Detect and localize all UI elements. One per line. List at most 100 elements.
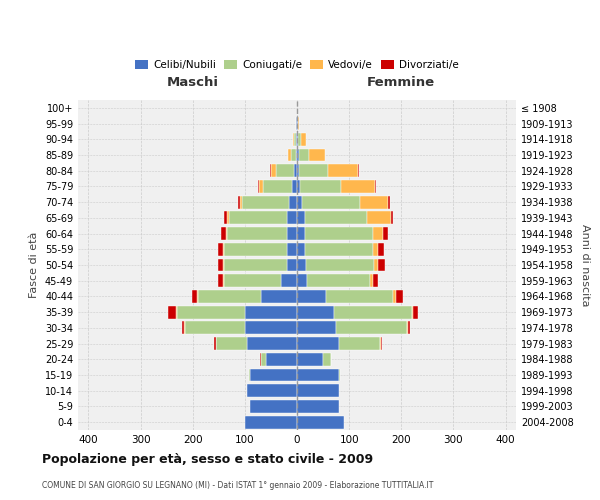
Text: Popolazione per età, sesso e stato civile - 2009: Popolazione per età, sesso e stato civil… [42, 452, 373, 466]
Bar [297, 148, 299, 162]
Bar [375, 180, 376, 193]
Bar [326, 290, 394, 303]
Bar [297, 384, 339, 397]
Bar [298, 117, 299, 130]
Bar [297, 180, 299, 193]
Bar [297, 368, 339, 382]
Bar [298, 133, 301, 145]
Text: COMUNE DI SAN GIORGIO SU LEGNANO (MI) - Dati ISTAT 1° gennaio 2009 - Elaborazion: COMUNE DI SAN GIORGIO SU LEGNANO (MI) - … [42, 480, 433, 490]
Bar [295, 133, 296, 145]
Bar [242, 196, 289, 208]
Bar [258, 180, 259, 193]
Text: Maschi: Maschi [167, 76, 219, 89]
Bar [297, 243, 305, 256]
Bar [287, 212, 297, 224]
Bar [383, 227, 388, 240]
Bar [370, 274, 373, 287]
Bar [341, 180, 375, 193]
Bar [295, 164, 297, 177]
Bar [307, 274, 370, 287]
Bar [297, 258, 307, 272]
Bar [297, 337, 339, 350]
Bar [297, 306, 334, 318]
Bar [185, 322, 245, 334]
Bar [197, 290, 198, 303]
Bar [373, 227, 383, 240]
Bar [379, 258, 385, 272]
Bar [334, 306, 412, 318]
Bar [395, 290, 403, 303]
Bar [276, 164, 295, 177]
Bar [296, 133, 297, 145]
Bar [245, 416, 297, 428]
Bar [238, 196, 239, 208]
Bar [260, 353, 266, 366]
Bar [216, 337, 247, 350]
Bar [323, 353, 331, 366]
Bar [297, 196, 302, 208]
Bar [407, 322, 410, 334]
Bar [297, 400, 339, 413]
Bar [224, 258, 287, 272]
Bar [224, 212, 227, 224]
Bar [301, 133, 306, 145]
Bar [239, 196, 242, 208]
Bar [297, 416, 344, 428]
Bar [223, 243, 224, 256]
Bar [412, 306, 413, 318]
Bar [297, 322, 336, 334]
Bar [297, 133, 298, 145]
Bar [288, 148, 291, 162]
Bar [260, 290, 297, 303]
Bar [293, 133, 295, 145]
Bar [218, 258, 223, 272]
Bar [299, 164, 328, 177]
Bar [307, 258, 374, 272]
Bar [176, 306, 177, 318]
Bar [367, 212, 391, 224]
Bar [198, 290, 260, 303]
Bar [394, 290, 395, 303]
Bar [339, 368, 340, 382]
Bar [223, 258, 224, 272]
Bar [381, 337, 382, 350]
Bar [287, 227, 297, 240]
Bar [309, 148, 325, 162]
Y-axis label: Anni di nascita: Anni di nascita [580, 224, 590, 306]
Bar [305, 227, 373, 240]
Bar [297, 290, 326, 303]
Bar [297, 353, 323, 366]
Bar [391, 212, 394, 224]
Bar [266, 353, 297, 366]
Bar [297, 212, 305, 224]
Bar [336, 322, 407, 334]
Bar [247, 384, 297, 397]
Bar [182, 322, 184, 334]
Bar [296, 148, 297, 162]
Bar [302, 196, 359, 208]
Bar [289, 196, 297, 208]
Bar [247, 337, 297, 350]
Bar [218, 243, 223, 256]
Bar [388, 196, 391, 208]
Bar [249, 368, 250, 382]
Bar [339, 337, 380, 350]
Bar [271, 164, 276, 177]
Bar [287, 243, 297, 256]
Text: Femmine: Femmine [367, 76, 436, 89]
Bar [245, 306, 297, 318]
Bar [359, 196, 388, 208]
Legend: Celibi/Nubili, Coniugati/e, Vedovi/e, Divorziati/e: Celibi/Nubili, Coniugati/e, Vedovi/e, Di… [131, 56, 463, 74]
Bar [168, 306, 176, 318]
Bar [281, 274, 297, 287]
Bar [305, 212, 367, 224]
Bar [259, 180, 263, 193]
Bar [297, 227, 305, 240]
Bar [227, 212, 229, 224]
Bar [221, 227, 226, 240]
Bar [297, 164, 299, 177]
Bar [227, 227, 287, 240]
Bar [297, 274, 307, 287]
Bar [287, 258, 297, 272]
Bar [245, 322, 297, 334]
